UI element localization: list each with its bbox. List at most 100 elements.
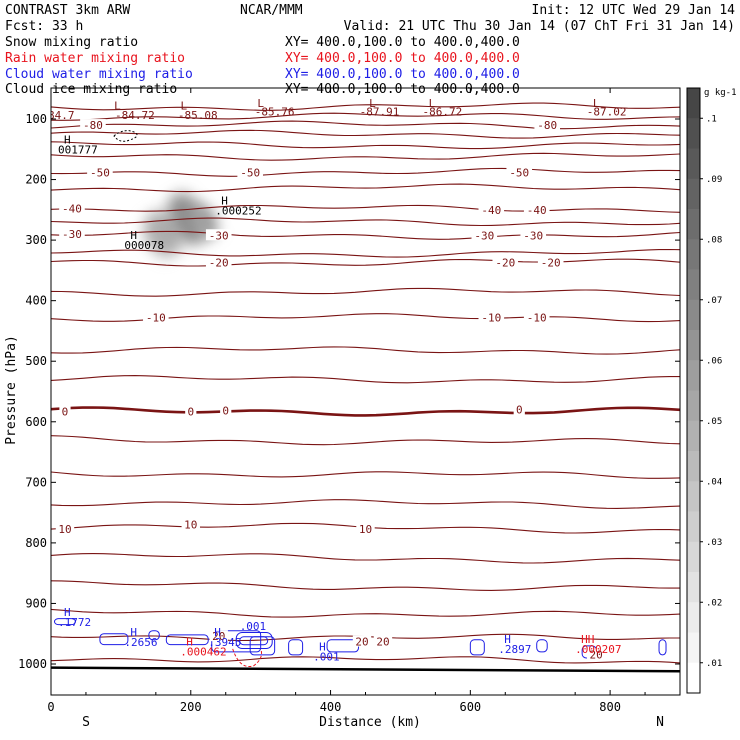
isotherm-label-bg — [87, 166, 113, 178]
cloud-water-contour — [99, 633, 129, 646]
maximum-value-label: 000078 — [124, 239, 164, 252]
isotherm-label: 10 — [184, 519, 197, 532]
isotherm-label: 0 — [62, 405, 69, 418]
isotherm-label-bg — [185, 405, 197, 417]
header-center: NCAR/MMM — [240, 3, 303, 18]
colorbar-units: g kg-1 — [704, 88, 737, 98]
header-forecast: Fcst: 33 h — [5, 19, 83, 34]
isotherm-line — [51, 204, 680, 213]
isotherm-line — [51, 141, 680, 150]
isotherm-label-bg — [181, 518, 200, 530]
plot-area: -80 -80 -50 -50 -50 -40 -40 -40 -30 -30 -30 -30 -20 -… — [41, 97, 680, 673]
maximum-h-marker: HH — [581, 633, 594, 646]
isotherm-label: 20 — [355, 636, 368, 649]
cloud-water-contour — [288, 639, 304, 656]
x-tick-label: 600 — [459, 700, 481, 714]
isotherm-label: -80 — [83, 119, 103, 132]
isotherm-label: -50 — [509, 166, 529, 179]
low-label: -85.08 — [178, 109, 218, 122]
cloud-water-contour — [165, 634, 209, 646]
colorbar-segment — [687, 299, 700, 331]
y-tick-label: 900 — [25, 596, 47, 610]
isotherm-label: 0 — [222, 404, 229, 417]
isotherm-label-bg — [205, 256, 232, 268]
isotherm-label-bg — [537, 256, 564, 268]
surface-line — [51, 666, 680, 673]
colorbar: g kg-1 .1 .09 .08 .07 .06 .05 .04 .03 .02 .01 — [686, 87, 737, 694]
maximum-h-marker: H — [221, 195, 228, 208]
isotherm-label: -10 — [481, 312, 501, 325]
colorbar-segment — [687, 239, 700, 270]
field-legend: Snow mixing ratio XY= 400.0,100.0 to 400… — [5, 35, 520, 97]
colorbar-segment — [687, 602, 700, 633]
maximum-value-label: .3945 — [208, 636, 241, 649]
header-title: CONTRAST 3km ARW — [5, 3, 130, 18]
maximum-h-marker: H — [504, 633, 511, 646]
field-xy-snow: XY= 400.0,100.0 to 400.0,400.0 — [285, 35, 520, 50]
low-label: -87.02 — [587, 105, 627, 118]
low-label: L — [429, 97, 436, 110]
isotherm-label-bg — [352, 635, 372, 647]
isotherm-label: -30 — [62, 228, 82, 241]
colorbar-segment — [687, 481, 700, 512]
y-tick-label: 800 — [25, 536, 47, 550]
isotherm-label-bg — [55, 522, 75, 534]
maximum-value-label: .001 — [240, 620, 267, 633]
y-tick-label: 100 — [25, 112, 47, 126]
isotherm-line — [51, 580, 680, 591]
isotherm-label-bg — [373, 635, 393, 647]
isotherm-label-bg — [80, 119, 106, 131]
x-axis-label: Distance (km) — [319, 715, 421, 730]
low-label: L — [257, 97, 264, 110]
isotherm-label-bg — [492, 256, 519, 268]
isotherm-label: -30 — [209, 229, 229, 242]
x-tick-label: 400 — [320, 700, 342, 714]
low-label: L — [180, 99, 187, 112]
colorbar-segment — [687, 360, 700, 391]
low-label: -84.7 — [41, 109, 74, 122]
y-tick-label: 700 — [25, 475, 47, 489]
isotherm-label: -20 — [209, 257, 229, 270]
isotherm-line — [51, 120, 680, 130]
colorbar-segment — [687, 572, 700, 603]
isotherm-line — [51, 499, 680, 509]
field-xy-cloud: XY= 400.0,100.0 to 400.0,400.0 — [285, 67, 520, 82]
field-name-rain: Rain water mixing ratio — [5, 51, 185, 66]
isotherm-label-bg — [143, 311, 169, 323]
colorbar-segment — [687, 330, 700, 361]
colorbar-tick-label: .01 — [706, 659, 722, 669]
colorbar-segment — [687, 148, 700, 180]
colorbar-tick-label: .02 — [706, 598, 722, 608]
header-init: Init: 12 UTC Wed 29 Jan 14 — [532, 3, 736, 18]
isotherm-label: 0 — [516, 404, 523, 417]
isotherm-line — [51, 217, 680, 227]
isotherm-label: -20 — [495, 257, 515, 270]
colorbar-tick-label: .1 — [706, 114, 717, 124]
isotherm-line — [51, 375, 680, 384]
isotherm-label-bg — [506, 166, 533, 178]
maximum-h-marker: H — [186, 636, 193, 649]
low-label: L — [593, 97, 600, 110]
cloud-water-contour — [536, 639, 548, 653]
colorbar-tick-label: .07 — [706, 296, 722, 306]
low-label: -87.91 — [360, 105, 400, 118]
x-tick-label: 200 — [180, 700, 202, 714]
cloud-water-contour — [53, 618, 76, 626]
isotherm-label: -50 — [240, 166, 260, 179]
north-end-label: N — [656, 715, 664, 730]
cloud-water-contour — [148, 630, 160, 641]
maximum-value-label: .000462 — [180, 646, 226, 659]
maximum-h-marker: H — [130, 229, 137, 242]
y-tick-label: 1000 — [18, 657, 47, 671]
field-xy-rain: XY= 400.0,100.0 to 400.0,400.0 — [285, 51, 520, 66]
maximum-h-marker: H — [214, 626, 221, 639]
rain-water-contour — [232, 648, 263, 667]
plot-frame — [50, 87, 681, 696]
isotherm-label-bg — [356, 522, 375, 534]
isotherm-label-bg — [209, 630, 228, 642]
y-tick-label: 500 — [25, 354, 47, 368]
low-label: -86.72 — [423, 105, 463, 118]
maximum-h-marker: H — [130, 626, 137, 639]
isotherm-label: -40 — [527, 204, 547, 217]
